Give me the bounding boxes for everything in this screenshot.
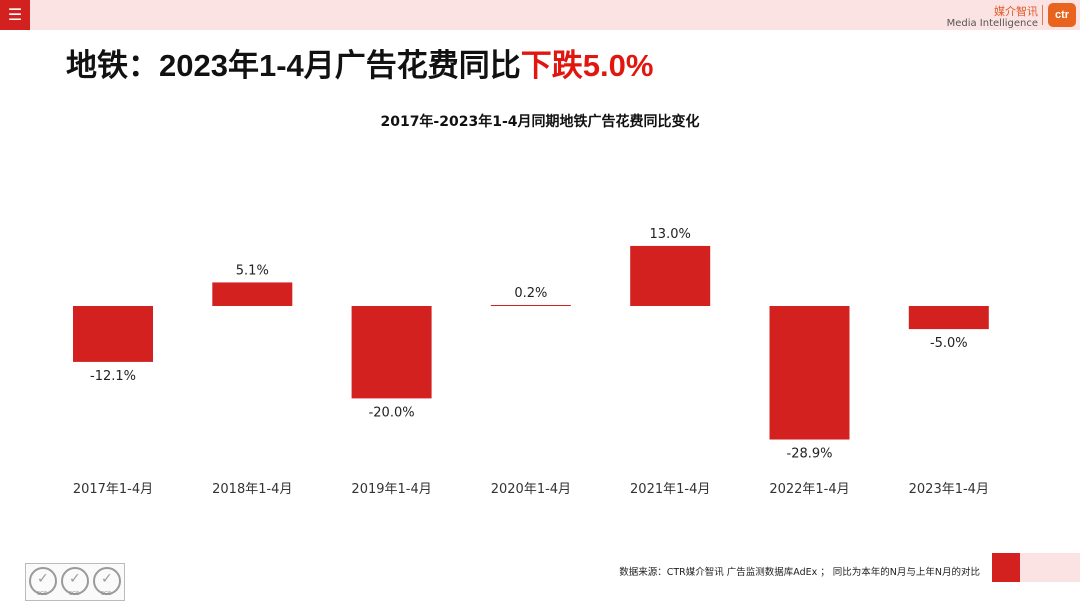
data-source-note: 数据来源：CTR媒介智讯 广告监测数据库AdEx ； 同比为本年的N月与上年N月… (619, 567, 980, 578)
footer-band (1020, 553, 1080, 582)
headline-prefix: 地铁：2023年1-4月广告花费同比 (66, 48, 521, 83)
data-label: 0.2% (514, 286, 547, 301)
footer-accent-block (992, 553, 1020, 582)
menu-icon[interactable]: ☰ (0, 0, 30, 30)
sgs-label: SGS (37, 591, 48, 597)
data-label: -12.1% (90, 369, 136, 384)
bar-2022年1-4月 (769, 306, 850, 440)
brand-en: Media Intelligence (946, 18, 1038, 29)
data-label: 5.1% (236, 263, 269, 278)
category-label: 2019年1-4月 (351, 482, 431, 497)
headline-highlight: 下跌5.0% (520, 48, 654, 83)
data-label: -20.0% (369, 405, 415, 420)
data-label: -5.0% (930, 336, 968, 351)
page-title: 地铁：2023年1-4月广告花费同比下跌5.0% (66, 46, 653, 86)
sgs-seal-icon: SGS (93, 567, 121, 597)
bar-2020年1-4月 (490, 305, 571, 306)
bar-2021年1-4月 (630, 245, 711, 306)
sgs-label: SGS (101, 591, 112, 597)
top-bar: ☰ 媒介智讯 Media Intelligence ctr (0, 0, 1080, 30)
category-label: 2021年1-4月 (630, 482, 710, 497)
data-label: 13.0% (650, 227, 691, 242)
sgs-label: SGS (69, 591, 80, 597)
bar-2023年1-4月 (908, 306, 989, 330)
bar-2019年1-4月 (351, 306, 432, 399)
category-label: 2018年1-4月 (212, 482, 292, 497)
category-label: 2022年1-4月 (769, 482, 849, 497)
brand-cn: 媒介智讯 (994, 5, 1038, 18)
brand-text: 媒介智讯 Media Intelligence (947, 6, 1038, 30)
category-label: 2023年1-4月 (909, 482, 989, 497)
chart-title: 2017年-2023年1-4月同期地铁广告花费同比变化 (380, 114, 700, 130)
sgs-seal-icon: SGS (29, 567, 57, 597)
certification-badges: SGS SGS SGS (25, 563, 125, 601)
category-label: 2017年1-4月 (73, 482, 153, 497)
sgs-seal-icon: SGS (61, 567, 89, 597)
category-label: 2020年1-4月 (491, 482, 571, 497)
bar-2017年1-4月 (73, 306, 153, 362)
bar-2018年1-4月 (212, 282, 293, 306)
ctr-logo: ctr (1048, 3, 1076, 27)
brand-divider (1042, 5, 1043, 25)
data-label: -28.9% (787, 447, 833, 462)
